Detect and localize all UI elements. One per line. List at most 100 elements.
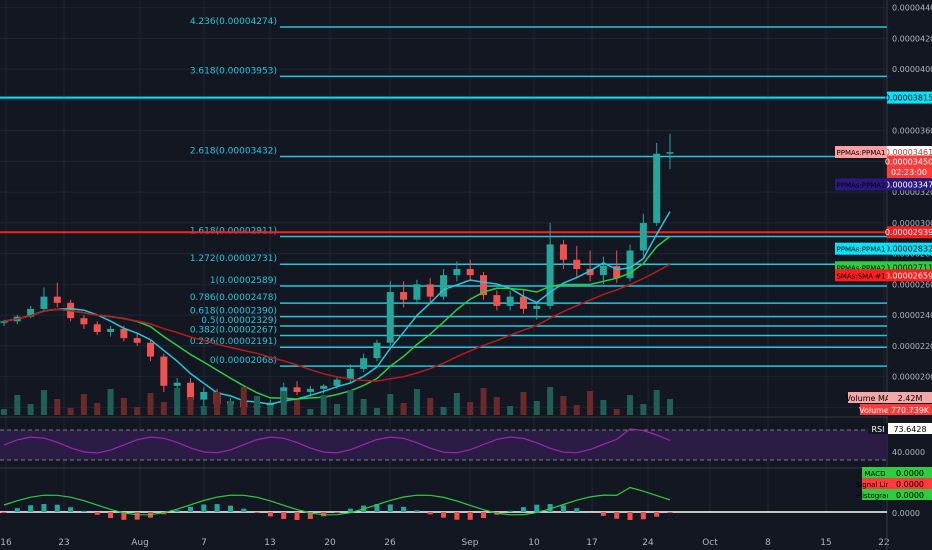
- candle-body: [426, 284, 434, 297]
- price-label-box: [887, 226, 932, 239]
- macd-histogram-bar: [108, 512, 114, 519]
- volume-bar: [1, 409, 7, 415]
- fib-level-label: 4.236(0.00004274): [190, 17, 277, 27]
- candle-body: [27, 308, 35, 317]
- x-tick-label: Oct: [702, 538, 718, 548]
- candle-body: [133, 338, 141, 343]
- y-tick-label: 0.00003200: [892, 188, 932, 197]
- price-label-text: 02:23:00: [891, 168, 927, 177]
- macd-tag: [862, 467, 888, 478]
- volume-label: Volume: [859, 406, 889, 415]
- macd-histogram-bar: [201, 504, 207, 512]
- candle-body: [413, 284, 421, 300]
- price-label-text: 0.00002832: [885, 245, 932, 254]
- macd-tag: [862, 489, 888, 500]
- macd-histogram-bar: [347, 508, 353, 512]
- y-tick-label: 0.00003000: [892, 219, 932, 228]
- macd-histogram-bar: [534, 504, 540, 512]
- volume-ma-value-box: [888, 392, 932, 403]
- volume-bar: [120, 398, 127, 415]
- fib-level-label: 0.236(0.00002191): [190, 337, 277, 347]
- macd-value-box: [888, 478, 932, 489]
- price-label-box: [887, 178, 932, 191]
- volume-bar: [613, 409, 620, 415]
- macd-line: [3, 486, 671, 516]
- volume-bar: [560, 396, 567, 415]
- candle-body: [147, 342, 155, 357]
- y-tick-label: 0.00002200: [892, 342, 932, 351]
- macd-label: Signal Line: [856, 481, 894, 489]
- candle-body: [320, 385, 328, 389]
- y-tick-label: 0.00004000: [892, 65, 932, 74]
- macd-histogram-bar: [640, 512, 646, 520]
- volume-bar: [160, 402, 167, 415]
- ma-line-sma1: [3, 263, 671, 382]
- volume-bar: [667, 399, 673, 415]
- macd-histogram-bar: [134, 512, 140, 520]
- volume-bar: [27, 404, 34, 415]
- rsi-line: [3, 428, 671, 454]
- macd-histogram-bar: [547, 504, 553, 512]
- volume-bar: [387, 394, 394, 415]
- price-label-box: [887, 242, 932, 255]
- volume-value: 770.739K: [891, 406, 930, 415]
- volume-bar: [360, 399, 367, 415]
- price-label-box: [887, 146, 932, 159]
- price-label-text: 0.00003815: [885, 94, 932, 103]
- candle-body: [639, 222, 647, 251]
- macd-histogram-bar: [1, 512, 7, 513]
- candle-body: [586, 268, 594, 276]
- volume-bar: [307, 409, 314, 415]
- macd-histogram-bar: [467, 512, 473, 520]
- volume-bar: [467, 402, 474, 415]
- x-tick-label: 13: [264, 538, 275, 548]
- macd-histogram-bar: [254, 512, 260, 513]
- indicator-tag-text: PPMAs:PPMA1: [837, 246, 886, 254]
- macd-histogram-bar: [267, 512, 273, 517]
- volume-bar: [174, 388, 181, 415]
- fib-level-label: 3.618(0.00003953): [190, 66, 277, 76]
- candle-body: [186, 382, 194, 400]
- candle-body: [666, 152, 674, 154]
- candle-body: [200, 391, 208, 400]
- rsi-value-box: [888, 423, 932, 434]
- macd-histogram-bar: [507, 510, 513, 512]
- macd-histogram-bar: [401, 506, 407, 512]
- macd-histogram-bar: [187, 506, 193, 512]
- fib-level-label: 1.272(0.00002731): [190, 254, 277, 264]
- rsi-label: RSI: [872, 425, 885, 434]
- x-tick-label: 17: [586, 538, 597, 548]
- volume-bar: [134, 407, 141, 415]
- volume-bar: [493, 397, 500, 415]
- macd-histogram-bar: [520, 507, 526, 512]
- x-tick-label: 24: [642, 538, 654, 548]
- x-tick-label: 26: [384, 538, 396, 548]
- macd-histogram-bar: [121, 512, 127, 520]
- volume-bar: [240, 387, 247, 415]
- macd-histogram-bar: [454, 512, 460, 520]
- candle-body: [373, 342, 381, 359]
- price-label-box: [887, 269, 932, 282]
- volume-bar: [573, 405, 580, 415]
- ma-line-ppma1: [3, 211, 671, 405]
- volume-bar: [640, 404, 647, 415]
- volume-bar: [427, 398, 434, 415]
- macd-histogram-bar: [227, 505, 233, 512]
- candle-body: [360, 358, 368, 369]
- macd-histogram-bar: [387, 504, 393, 512]
- rsi-value: 73.6428: [893, 425, 926, 434]
- volume-bar: [67, 408, 74, 415]
- macd-label: MACD: [865, 470, 886, 478]
- y-tick-label: 0.00004200: [892, 34, 932, 43]
- rsi-tag: [868, 423, 888, 434]
- candle-body: [453, 268, 461, 276]
- indicator-tag-text: PPMAs:PPMA2: [837, 181, 886, 189]
- x-tick-label: Sep: [462, 538, 479, 548]
- volume-bar: [294, 400, 301, 415]
- volume-bar: [80, 394, 87, 415]
- volume-bar: [107, 389, 114, 415]
- candle-body: [40, 296, 48, 309]
- candle-body: [626, 250, 634, 279]
- candle-body: [493, 295, 501, 306]
- volume-ma-value: 2.42M: [898, 394, 923, 403]
